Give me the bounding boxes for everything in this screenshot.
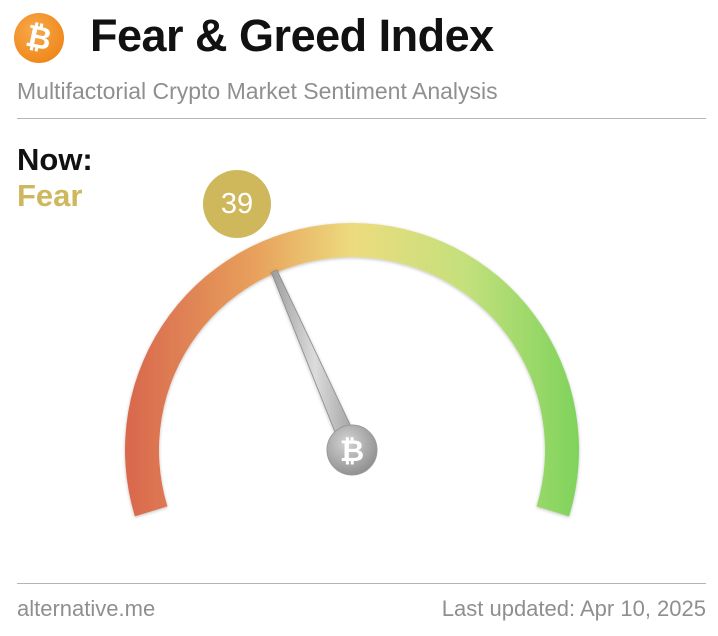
bitcoin-hub-glyph: ₿ — [340, 434, 364, 469]
now-label: Now: — [17, 142, 93, 177]
page-title: Fear & Greed Index — [90, 10, 494, 61]
header-divider — [17, 118, 706, 119]
page-subtitle: Multifactorial Crypto Market Sentiment A… — [17, 78, 498, 104]
bitcoin-hub-icon — [326, 424, 378, 476]
score-badge: 39 — [203, 170, 271, 238]
source-link[interactable]: alternative.me — [17, 596, 156, 621]
footer-divider — [17, 583, 706, 584]
now-value: Fear — [17, 178, 83, 213]
last-updated: Last updated: Apr 10, 2025 — [441, 596, 706, 621]
gauge-needle — [270, 269, 360, 451]
gauge-arc — [124, 222, 580, 517]
bitcoin-logo-icon: ₿ — [14, 13, 64, 63]
bitcoin-logo-glyph: ₿ — [22, 17, 56, 58]
